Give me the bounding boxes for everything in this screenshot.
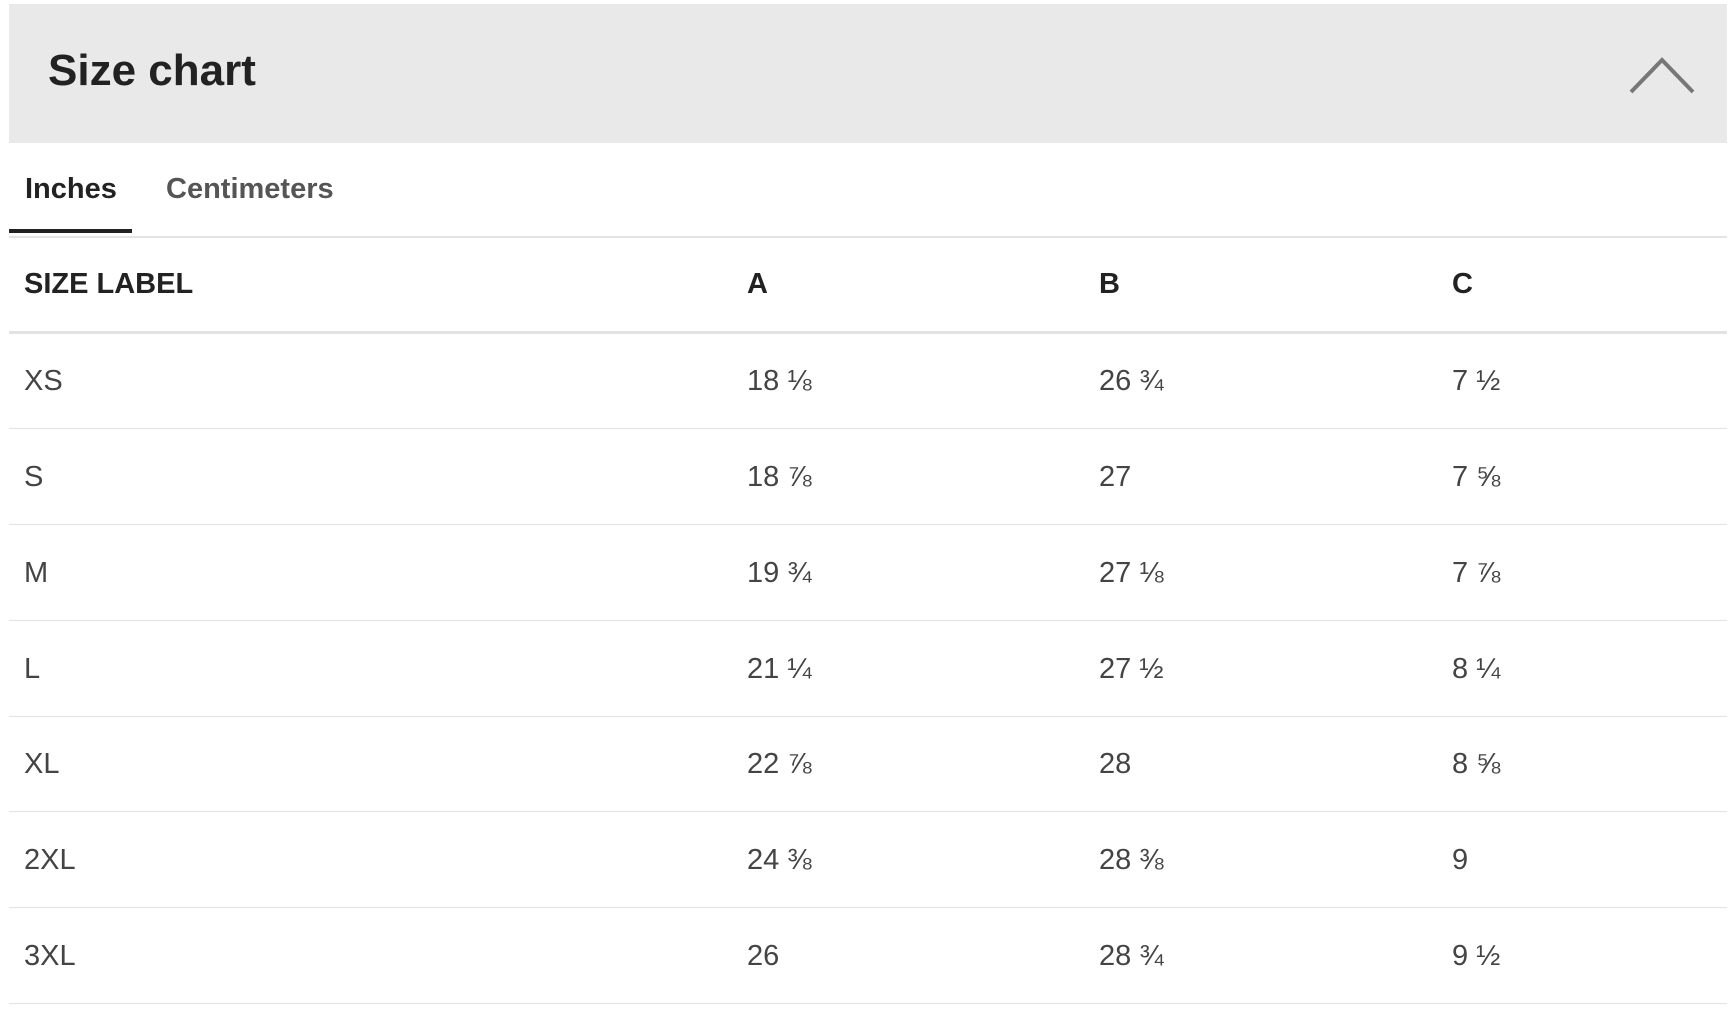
measurement: 19 ¾	[747, 556, 812, 589]
size-row: M 19 ¾ 27 ⅛ 7 ⅞	[9, 526, 1727, 621]
measurement: 28 ¾	[1099, 939, 1164, 972]
size-label: 3XL	[24, 939, 76, 972]
column-header: C	[1452, 268, 1473, 300]
size-label: 2XL	[24, 844, 76, 877]
size-row: L 21 ¼ 27 ½ 8 ¼	[9, 621, 1727, 717]
measurement: 27	[1099, 460, 1132, 493]
measurement: 7 ½	[1452, 365, 1501, 398]
measurement: 9	[1452, 844, 1469, 877]
size-row: S 18 ⅞ 27 7 ⅝	[9, 430, 1727, 526]
column-header: SIZE LABEL	[24, 268, 194, 300]
size-label: S	[24, 460, 44, 493]
title: Size chart	[48, 46, 256, 95]
size-label: M	[24, 556, 49, 589]
measurement: 22 ⅞	[747, 748, 812, 781]
collapse-chevron[interactable]	[1627, 52, 1697, 96]
size-row: XL 22 ⅞ 28 8 ⅝	[9, 717, 1727, 813]
column-header: B	[1099, 268, 1120, 300]
size-label: XL	[24, 748, 60, 781]
unit-tab[interactable]: Inches	[9, 173, 132, 233]
accordion-header[interactable]: Size chart	[9, 4, 1727, 143]
measurement: 8 ¼	[1452, 652, 1501, 685]
size-row: 2XL 24 ⅜ 28 ⅜ 9	[9, 813, 1727, 909]
measurement: 27 ½	[1099, 652, 1164, 685]
measurement: 18 ⅞	[747, 460, 812, 493]
measurement: 28	[1099, 748, 1132, 781]
measurement: 24 ⅜	[747, 844, 812, 877]
unit-tab[interactable]: Centimeters	[166, 173, 334, 205]
header-row: SIZE LABEL A B C	[9, 237, 1727, 334]
size-label: XS	[24, 365, 63, 398]
measurement: 18 ⅛	[747, 365, 812, 398]
size-label: L	[24, 652, 41, 685]
unit-tabs: Inches Centimeters	[9, 143, 1727, 238]
measurement: 8 ⅝	[1452, 748, 1501, 781]
measurement: 26 ¾	[1099, 365, 1164, 398]
measurement: 9 ½	[1452, 939, 1501, 972]
size-row: XS 18 ⅛ 26 ¾ 7 ½	[9, 334, 1727, 430]
measurement: 27 ⅛	[1099, 556, 1164, 589]
measurement: 21 ¼	[747, 652, 812, 685]
size-row: 3XL 26 28 ¾ 9 ½	[9, 909, 1727, 1005]
measurement: 26	[747, 939, 780, 972]
measurement: 7 ⅝	[1452, 460, 1501, 493]
measurement: 28 ⅜	[1099, 844, 1164, 877]
measurement: 7 ⅞	[1452, 556, 1501, 589]
column-header: A	[747, 268, 768, 300]
